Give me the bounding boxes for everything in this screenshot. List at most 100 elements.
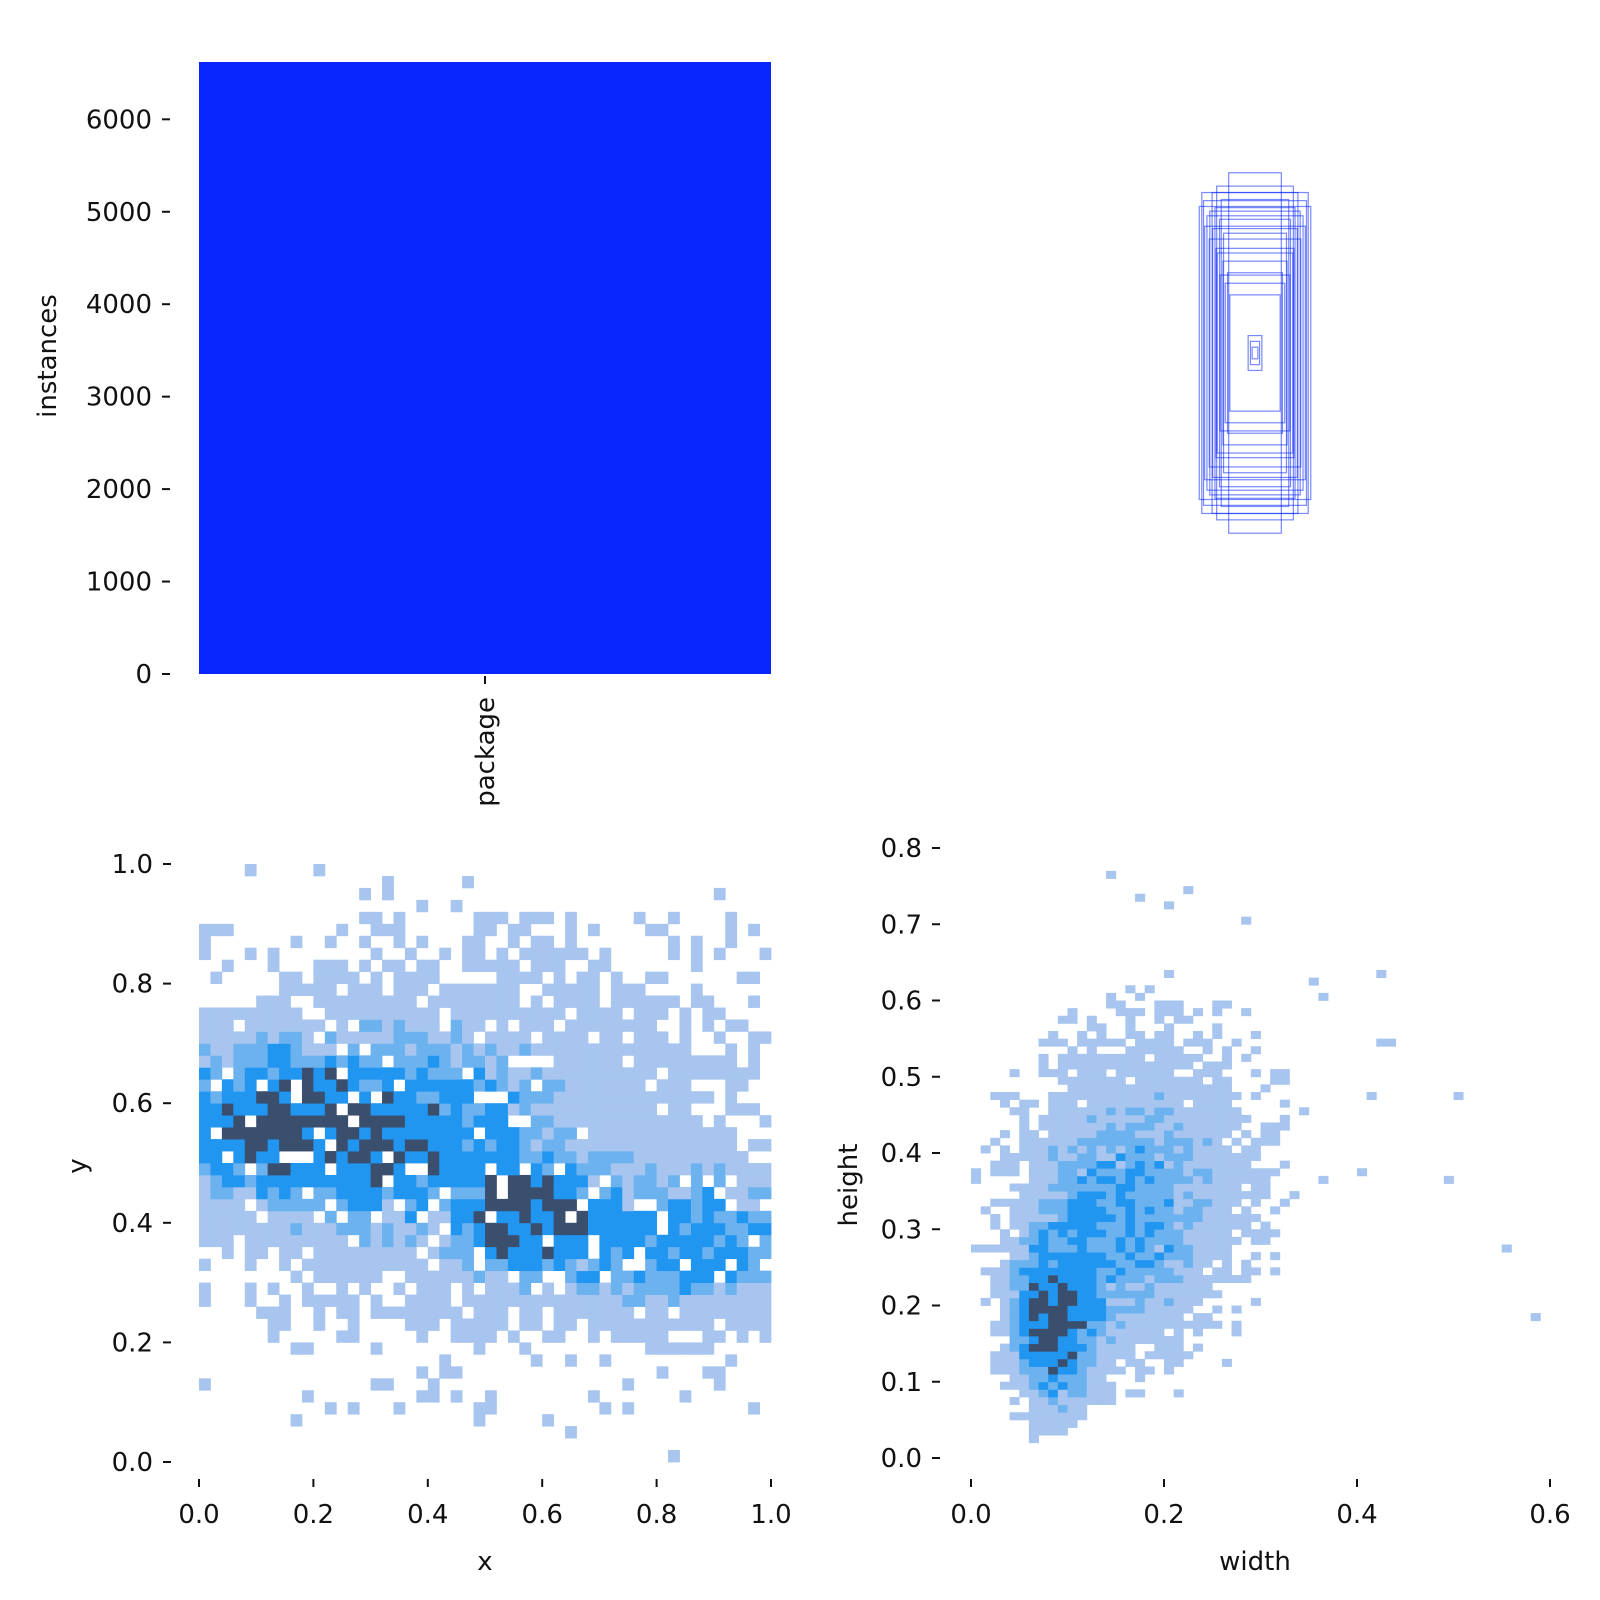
heatmap-cell [1028,1397,1039,1406]
heatmap-cell [439,1067,452,1080]
heatmap-cell [1192,1038,1203,1047]
heatmap-cell [1221,1099,1232,1108]
heatmap-cell [1202,1259,1213,1268]
heatmap-cell [199,1031,211,1044]
heatmap-cell [439,1306,452,1319]
heatmap-cell [404,1246,417,1260]
label-box [1251,346,1259,360]
heatmap-cell [1077,1061,1088,1070]
heatmap-cell [999,1358,1010,1367]
heatmap-cell [221,1198,234,1212]
heatmap-cell [370,1115,383,1128]
heatmap-cell [1028,1305,1039,1314]
heatmap-cell [1106,1099,1117,1108]
heatmap-cell [999,1244,1010,1253]
heatmap-cell [1212,1191,1223,1200]
heatmap-cell [496,1067,509,1080]
heatmap-cell [530,1019,543,1032]
heatmap-cell [1154,1297,1165,1306]
heatmap-cell [1212,1031,1223,1040]
heatmap-cell [473,1103,486,1116]
heatmap-cell [736,1210,749,1224]
heatmap-cell [404,1234,417,1248]
heatmap-cell [1009,1153,1020,1162]
heatmap-cell [1115,1122,1126,1131]
heatmap-cell [439,1031,452,1044]
heatmap-cell [1125,985,1136,994]
heatmap-cell [1241,1221,1252,1230]
heatmap-cell [439,1258,452,1272]
heatmap-cell [1096,1259,1107,1268]
heatmap-cell [324,1186,337,1200]
heatmap-cell [1067,1191,1078,1200]
heatmap-cell [416,899,429,913]
heatmap-cell [416,1007,429,1020]
heatmap-cell [610,1103,623,1116]
heatmap-cell [1221,1053,1232,1062]
heatmap-cell [1096,1137,1107,1146]
heatmap-cell [622,1282,635,1295]
heatmap-cell [1154,1145,1165,1154]
heatmap-cell [1106,1183,1117,1192]
heatmap-cell [485,1115,497,1128]
heatmap-cell [1164,1107,1175,1116]
heatmap-cell [359,1222,371,1236]
heatmap-cell [496,1019,509,1032]
heatmap-cell [301,1103,314,1116]
heatmap-cell [1057,1160,1068,1169]
heatmap-cell [404,1127,417,1140]
heatmap-cell [1057,1374,1068,1383]
heatmap-cell [1048,1297,1059,1306]
y-axis-label: y [63,1158,93,1173]
heatmap-cell [1192,1053,1203,1062]
heatmap-cell [759,1270,772,1283]
heatmap-cell [1125,1092,1136,1101]
heatmap-cell [496,1043,509,1056]
heatmap-cell [1048,1259,1059,1268]
heatmap-cell [1057,1358,1068,1367]
heatmap-cell [427,971,440,984]
heatmap-cell [622,995,635,1008]
heatmap-cell [485,1079,497,1092]
heatmap-cell [610,1091,623,1104]
heatmap-cell [690,1151,703,1164]
heatmap-cell [382,1115,394,1128]
wh-heatmap-panel: 0.00.10.20.30.40.50.60.70.8 0.0 0.2 0.4 0.6… [834,834,1571,1577]
heatmap-cell [542,1115,555,1128]
heatmap-cell [1077,1343,1088,1352]
heatmap-cell [485,923,497,937]
heatmap-cell [1202,1084,1213,1093]
heatmap-cell [542,911,555,925]
heatmap-cell [610,1174,623,1188]
heatmap-cell [1096,1366,1107,1375]
heatmap-cell [1270,1069,1281,1078]
heatmap-cell [290,1115,303,1128]
heatmap-cell [1144,1076,1155,1085]
heatmap-cell [1115,1267,1126,1276]
heatmap-cell [1106,1076,1117,1085]
heatmap-cell [450,1246,463,1260]
heatmap-cell [980,1206,991,1215]
heatmap-cell [1144,1290,1155,1299]
heatmap-cell [553,1127,566,1140]
heatmap-cell [1164,970,1175,979]
heatmap-cell [690,947,703,961]
heatmap-cell [427,1103,440,1116]
heatmap-cell [267,1103,280,1116]
heatmap-cell [1009,1351,1020,1360]
heatmap-cell [1183,1297,1194,1306]
heatmap-cell [1192,1099,1203,1108]
heatmap-cell [382,1186,394,1200]
heatmap-cell [1164,1305,1175,1314]
heatmap-cell [1038,1267,1049,1276]
heatmap-cell [199,1055,211,1068]
heatmap-cell [1067,1198,1078,1207]
heatmap-cell [210,1198,223,1212]
heatmap-cell [1057,1175,1068,1184]
heatmap-cell [1106,1084,1117,1093]
heatmap-cell [359,1007,371,1020]
heatmap-cell [1173,1015,1184,1024]
heatmap-cell [1048,1160,1059,1169]
heatmap-cell [416,1282,429,1295]
